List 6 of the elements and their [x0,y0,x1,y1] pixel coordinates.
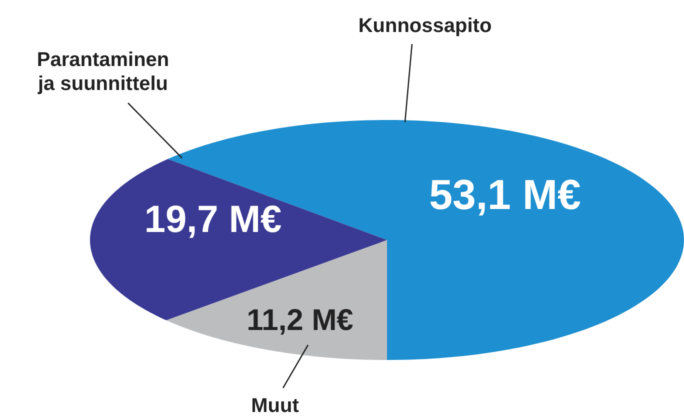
data-label: 53,1 M€ [429,171,581,218]
slice-label: Muut [251,395,300,417]
data-label: 19,7 M€ [144,199,282,242]
data-label: 11,2 M€ [246,304,354,337]
slice-label: Kunnossapito [358,15,492,37]
slice-label: Parantaminen ja suunnittelu [36,49,170,95]
